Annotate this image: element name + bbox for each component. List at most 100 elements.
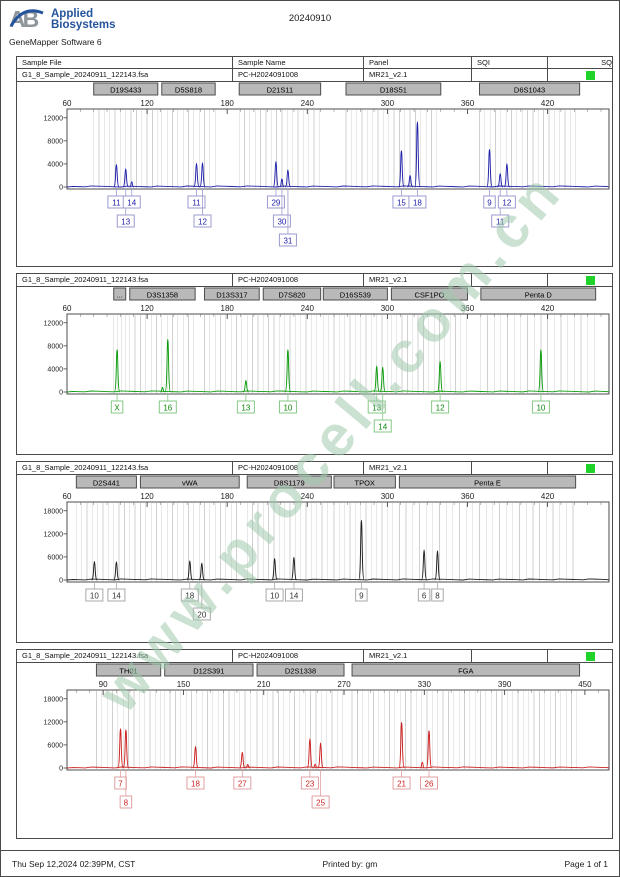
marker-box-rect (139, 475, 240, 489)
logo-swoosh-icon (9, 9, 44, 27)
x-tick-label: 300 (381, 304, 395, 313)
allele-number: 15 (397, 199, 406, 208)
marker-box-d5s818[interactable]: D5S818 (161, 82, 216, 96)
x-tick-label: 60 (63, 99, 72, 108)
y-axis: 0 4000 8000 12000 (44, 115, 67, 192)
allele-box (355, 588, 368, 602)
marker-box-d3s1358[interactable]: D3S1358 (129, 287, 196, 301)
trace-red (66, 721, 610, 769)
allele-number: 18 (413, 199, 422, 208)
allele-number: 25 (316, 799, 325, 808)
x-tick-label: 330 (418, 680, 432, 689)
sqi-value (472, 650, 548, 662)
sqi-value (472, 274, 548, 286)
y-tick-label: 12000 (44, 531, 64, 538)
sq-status-square (586, 651, 595, 661)
column-header-sqi: SQI (472, 57, 548, 68)
marker-box-d12s391[interactable]: D12S391 (164, 663, 254, 677)
sample-file-value: G1_8_Sample_20240911_122143.fsa (17, 69, 233, 81)
allele-box (233, 776, 252, 790)
allele-label: 14 (373, 393, 392, 433)
x-tick-label: 180 (221, 492, 235, 501)
marker-box-pentad[interactable]: Penta D (480, 287, 597, 301)
allele-box (193, 214, 212, 228)
allele-box (483, 195, 496, 209)
marker-name: FGA (458, 667, 473, 676)
allele-box (408, 195, 427, 209)
x-tick-label: 420 (541, 492, 555, 501)
plot-blue: D19S433 D5S818 D21S11 D18S51 D6S1043 60 120 180… (44, 82, 610, 247)
marker-box-[interactable]: ... (113, 287, 127, 301)
x-axis: 90 150 210 270 330 390 450 (76, 680, 599, 695)
brand-text: Applied Biosystems (51, 6, 116, 31)
allele-box (116, 214, 135, 228)
y-tick-label: 4000 (47, 366, 63, 373)
document-title: 20240910 (288, 13, 332, 24)
marker-row: D2S441 vWA D8S1179 TPOX Penta E (75, 475, 577, 489)
marker-box-d13s317[interactable]: D13S317 (204, 287, 260, 301)
marker-box-d19s433[interactable]: D19S433 (93, 82, 159, 96)
marker-box-d7s820[interactable]: D7S820 (262, 287, 322, 301)
allele-labels: 11 13 14 11 12 29 30 31 15 18 9 11 12 (107, 188, 516, 247)
allele-number: 27 (238, 780, 247, 789)
marker-name: Penta D (525, 291, 553, 300)
marker-box-tpox[interactable]: TPOX (333, 475, 396, 489)
sq-status-square (586, 275, 595, 285)
marker-box-csf1po[interactable]: CSF1PO (390, 287, 468, 301)
x-tick-label: 360 (461, 99, 475, 108)
marker-box-d18s51[interactable]: D18S51 (345, 82, 442, 96)
sample-info-row[interactable]: G1_8_Sample_20240911_122143.fsa PC-H20240… (17, 462, 612, 475)
allele-labels: 10 14 18 20 10 14 9 6 8 (85, 581, 444, 621)
sample-info-row[interactable]: G1_8_Sample_20240911_122143.fsa PC-H20240… (17, 274, 612, 287)
brand-line1: Applied (51, 8, 94, 20)
allele-number: 20 (197, 611, 206, 620)
ab-logo-icon: AB (9, 6, 45, 32)
applied-biosystems-logo: AB Applied Biosystems (9, 6, 116, 32)
marker-box-d2s441[interactable]: D2S441 (75, 475, 137, 489)
sample-name-value: PC-H2024091008 (233, 69, 364, 81)
electropherogram-panel-3: G1_8_Sample_20240911_122143.fsa PC-H20240… (16, 461, 613, 643)
x-axis: 60 120 180 240 300 360 420 (63, 99, 602, 114)
y-axis: 0 4000 8000 12000 (44, 320, 67, 397)
allele-label: 14 (107, 581, 126, 602)
marker-box-d2s1338[interactable]: D2S1338 (256, 663, 345, 677)
allele-box (284, 588, 303, 602)
sample-file-value: G1_8_Sample_20240911_122143.fsa (17, 650, 233, 662)
allele-label: 12 (193, 188, 212, 228)
marker-box-d21s11[interactable]: D21S11 (238, 82, 322, 96)
x-tick-label: 120 (140, 492, 154, 501)
allele-label: 16 (158, 393, 177, 414)
marker-box-d16s539[interactable]: D16S539 (322, 287, 388, 301)
x-tick-label: 240 (301, 304, 315, 313)
sample-name-value: PC-H2024091008 (233, 650, 364, 662)
allele-box (122, 195, 141, 209)
allele-label: 13 (367, 393, 386, 414)
marker-box-vwa[interactable]: vWA (139, 475, 240, 489)
marker-box-d6s1043[interactable]: D6S1043 (479, 82, 581, 96)
marker-box-pentae[interactable]: Penta E (398, 475, 577, 489)
marker-box-rect (204, 287, 260, 301)
footer-page-number: Page 1 of 1 (564, 858, 608, 869)
allele-number: 30 (277, 218, 286, 227)
sample-file-value: G1_8_Sample_20240911_122143.fsa (17, 274, 233, 286)
allele-label: 14 (122, 188, 141, 209)
allele-label: 10 (278, 393, 297, 414)
plot-red: TH01 D12S391 D2S1338 FGA 90 150 210 270 330 390 45… (44, 663, 610, 809)
allele-number: 12 (502, 199, 511, 208)
x-tick-label: 360 (461, 304, 475, 313)
allele-number: 6 (422, 592, 427, 601)
marker-box-th01[interactable]: TH01 (95, 663, 162, 677)
marker-name: D13S317 (216, 291, 247, 300)
allele-box (180, 588, 199, 602)
table-header-row: Sample File Sample Name Panel SQI SQ (16, 56, 613, 69)
marker-box-d8s1179[interactable]: D8S1179 (246, 475, 332, 489)
x-tick-label: 60 (63, 492, 72, 501)
sample-info-row[interactable]: G1_8_Sample_20240911_122143.fsa PC-H20240… (17, 650, 612, 663)
electropherogram-panel-1: G1_8_Sample_20240911_122143.fsa PC-H20240… (16, 68, 613, 267)
sample-info-row[interactable]: G1_8_Sample_20240911_122143.fsa PC-H20240… (17, 69, 612, 82)
allele-number: 14 (112, 592, 121, 601)
marker-row: TH01 D12S391 D2S1338 FGA (95, 663, 581, 677)
allele-number: 8 (435, 592, 440, 601)
marker-box-fga[interactable]: FGA (351, 663, 581, 677)
allele-number: 11 (112, 199, 121, 208)
